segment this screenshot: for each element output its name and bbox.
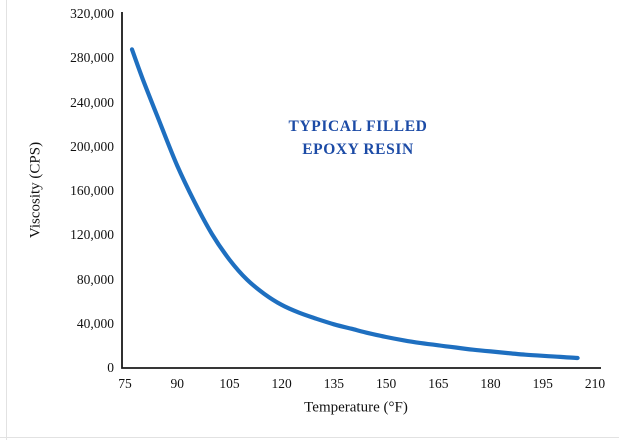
x-tick-label: 180 [480,376,501,391]
x-tick-label: 75 [118,376,132,391]
x-axis-title: Temperature (°F) [304,399,408,416]
image-frame-bottom-edge [0,437,619,438]
y-tick-label: 80,000 [76,271,114,287]
chart-annotation: TYPICAL FILLED EPOXY RESIN [289,115,428,161]
viscosity-curve [129,47,580,361]
x-tick-label: 150 [375,376,397,391]
annotation-line-1: TYPICAL FILLED [288,118,428,135]
x-tick-label: 90 [170,376,184,391]
x-tick-label: 120 [271,376,292,391]
y-tick-label: 40,000 [76,315,114,331]
y-tick-label: 320,000 [70,6,114,21]
y-tick-label: 280,000 [70,50,114,66]
x-tick-label: 135 [323,376,344,391]
y-tick-label: 160,000 [70,183,114,198]
y-tick-label: 200,000 [70,138,114,154]
axis-lines [121,12,601,369]
x-tick-label: 105 [219,376,240,391]
x-tick-label: 195 [532,376,553,391]
y-tick-label: 120,000 [70,227,114,243]
annotation-line-2: EPOXY RESIN [302,141,414,158]
image-frame-left-edge [6,0,7,440]
x-tick-label: 210 [584,376,606,391]
y-tick-label: 0 [107,360,114,375]
x-tick-label: 165 [428,376,449,391]
y-tick-label: 240,000 [70,94,114,110]
